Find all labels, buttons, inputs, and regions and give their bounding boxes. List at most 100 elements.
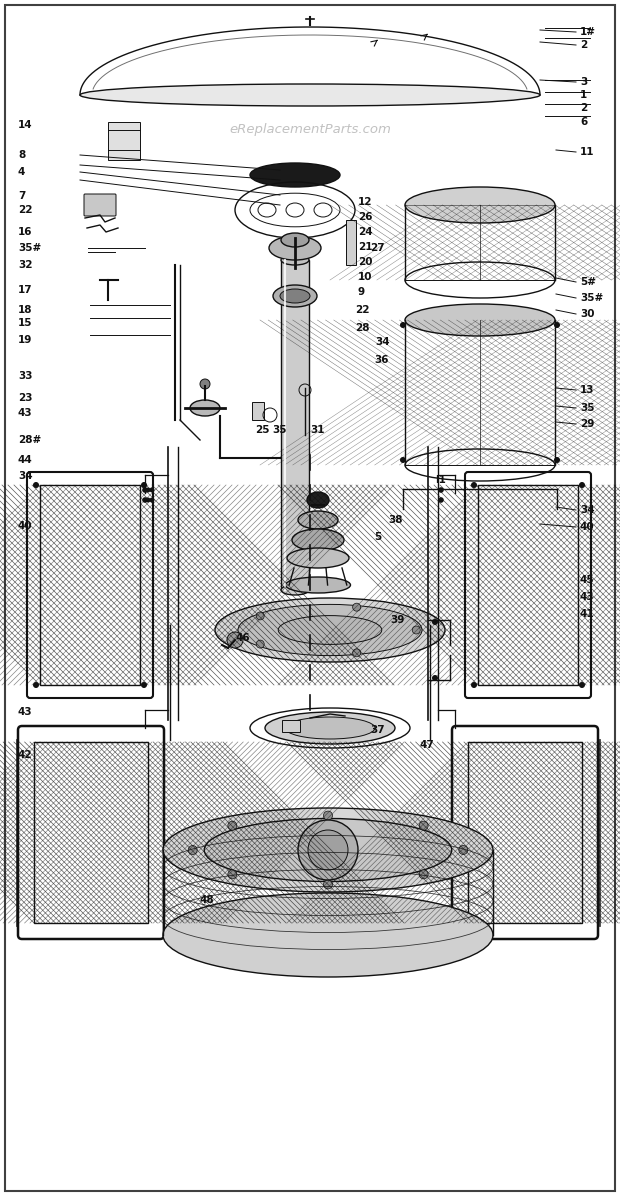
Text: 24: 24 [358,227,373,237]
Bar [281,260,309,590]
Text: 43: 43 [18,707,33,716]
Ellipse shape [273,285,317,307]
Circle shape [324,880,332,889]
Text: 1#: 1# [580,28,596,37]
Ellipse shape [280,289,310,303]
Circle shape [146,498,151,502]
Text: 2: 2 [580,103,587,112]
Circle shape [471,682,477,688]
Circle shape [432,675,438,681]
Circle shape [188,846,197,854]
Text: 43: 43 [580,592,595,602]
Text: 36: 36 [374,355,389,365]
Circle shape [324,811,332,820]
Text: 18: 18 [18,305,32,315]
Circle shape [200,379,210,389]
Text: 35: 35 [580,403,595,413]
Text: 14: 14 [18,120,33,130]
Text: 23: 23 [18,393,32,403]
Text: 32: 32 [18,260,32,270]
Text: 48: 48 [200,895,215,905]
Text: 27: 27 [370,243,384,254]
Text: 35#: 35# [580,293,603,303]
Text: 19: 19 [18,335,32,344]
Ellipse shape [250,163,340,187]
Ellipse shape [405,304,555,336]
Circle shape [141,482,147,488]
Text: 41: 41 [580,609,595,620]
Circle shape [554,322,560,328]
Circle shape [412,626,420,634]
Text: 44: 44 [18,454,33,465]
Ellipse shape [163,808,493,892]
Text: 22: 22 [18,205,32,215]
Circle shape [149,488,154,493]
Bar [34,742,148,923]
Text: 34: 34 [580,505,595,515]
Ellipse shape [265,712,395,744]
Ellipse shape [298,511,338,529]
Text: 39: 39 [390,615,404,626]
Text: 20: 20 [358,257,373,267]
Circle shape [142,498,148,502]
Bar [108,122,140,160]
Text: 30: 30 [580,309,595,319]
Circle shape [228,869,237,879]
Text: 4: 4 [18,167,25,177]
Ellipse shape [269,236,321,260]
Text: 33: 33 [18,371,32,382]
Circle shape [579,682,585,688]
Text: 46: 46 [236,633,250,643]
Text: 35#: 35# [18,243,42,254]
Text: 40: 40 [18,521,33,531]
Ellipse shape [215,598,445,663]
Text: l1: l1 [435,475,446,486]
Text: eReplacementParts.com: eReplacementParts.com [229,123,391,136]
Ellipse shape [204,818,452,881]
Text: 38: 38 [388,515,402,525]
Ellipse shape [281,233,309,248]
Circle shape [33,682,39,688]
Text: 6: 6 [580,117,587,127]
Circle shape [256,612,264,620]
Ellipse shape [163,893,493,977]
Text: 3: 3 [580,77,587,87]
Bar [468,742,582,923]
Ellipse shape [281,585,309,594]
Text: 28#: 28# [18,435,42,445]
Text: 13: 13 [580,385,595,395]
Text: 9: 9 [358,287,365,297]
Ellipse shape [190,399,220,416]
Text: 8: 8 [18,150,25,160]
FancyBboxPatch shape [84,194,116,216]
Text: 7: 7 [18,191,25,201]
Circle shape [141,682,147,688]
Text: 10: 10 [358,271,373,282]
Ellipse shape [80,84,540,106]
Text: 12: 12 [358,197,373,207]
Text: 15: 15 [18,318,32,328]
Text: 34: 34 [18,471,33,481]
Circle shape [149,498,154,502]
Text: 40: 40 [580,521,595,532]
Ellipse shape [285,716,375,739]
Text: 28: 28 [355,323,370,332]
Circle shape [400,457,406,463]
Circle shape [419,822,428,830]
Bar [478,486,578,685]
Bar [252,402,264,420]
Circle shape [308,830,348,869]
Text: 43: 43 [18,408,33,417]
Circle shape [419,869,428,879]
Ellipse shape [278,616,382,645]
Bar [282,720,300,732]
Text: 5: 5 [374,532,381,542]
Circle shape [471,482,477,488]
Text: 29: 29 [580,419,595,429]
Text: 25: 25 [255,425,270,435]
Circle shape [256,640,264,648]
Ellipse shape [281,255,309,266]
Ellipse shape [292,529,344,551]
Circle shape [353,648,361,657]
Circle shape [146,488,151,493]
